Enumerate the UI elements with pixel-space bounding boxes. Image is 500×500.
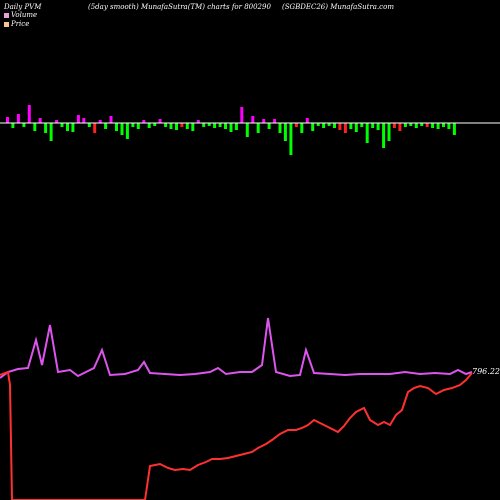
volume-bar (131, 123, 135, 127)
volume-bar (136, 123, 140, 129)
volume-bar (207, 123, 211, 126)
volume-bar (33, 123, 37, 131)
volume-bar (300, 123, 304, 133)
legend-price-swatch (4, 21, 9, 27)
header-center: (5day smooth) MunafaSutra(TM) charts for… (88, 3, 271, 11)
volume-bar (414, 123, 418, 128)
volume-bar (185, 123, 189, 129)
volume-bars (6, 105, 456, 155)
volume-bar (71, 123, 75, 132)
volume-bar (87, 123, 91, 127)
volume-bar (452, 123, 456, 135)
volume-bar (251, 116, 255, 123)
volume-bar (158, 119, 162, 123)
volume-bar (142, 120, 146, 123)
volume-bar (76, 115, 80, 123)
volume-bar (11, 123, 15, 128)
volume-bar (371, 123, 375, 128)
volume-bar (6, 117, 9, 123)
volume-bar (180, 123, 184, 127)
volume-bar (322, 123, 326, 128)
volume-bar (27, 105, 31, 123)
volume-bar (447, 123, 451, 129)
volume-bar (153, 123, 157, 126)
volume-bar (120, 123, 124, 135)
volume-bar (191, 123, 195, 131)
volume-bar (224, 123, 227, 129)
volume-bar (93, 123, 97, 133)
volume-bar (333, 123, 336, 128)
volume-bar (273, 119, 277, 123)
volume-bar (305, 118, 309, 123)
volume-bar (343, 123, 347, 133)
volume-bar (164, 123, 168, 127)
volume-bar (392, 123, 396, 128)
volume-bar (196, 120, 200, 123)
volume-bar (82, 118, 86, 123)
legend-price-label: Price (11, 20, 30, 28)
volume-bar (425, 123, 429, 127)
price-line (0, 370, 473, 500)
volume-bar (442, 123, 445, 127)
volume-bar (147, 123, 151, 128)
volume-bar (436, 123, 440, 129)
volume-bar (338, 123, 342, 130)
legend-price: Price (4, 20, 29, 28)
volume-bar (245, 123, 249, 137)
volume-bar (44, 123, 48, 133)
volume-bar (125, 123, 129, 139)
volume-bar (382, 123, 386, 148)
volume-bar (66, 123, 69, 131)
volume-bar (387, 123, 391, 141)
volume-bar (283, 123, 287, 141)
volume-bar (409, 123, 413, 126)
volume-bar (360, 123, 364, 127)
volume-bar (403, 123, 407, 127)
volume-bar (256, 123, 260, 133)
volume-bar (213, 123, 217, 128)
volume-bar (420, 123, 424, 126)
volume-bar (278, 123, 282, 133)
volume-bar (327, 123, 331, 126)
volume-bar (55, 120, 59, 123)
volume-bar (365, 123, 369, 143)
volume-bar (38, 118, 42, 123)
volume-bar (234, 123, 238, 130)
volume-bar (354, 123, 358, 132)
volume-bar (294, 123, 298, 127)
volume-line (0, 317, 473, 379)
volume-bar (175, 123, 178, 130)
volume-bar (22, 123, 26, 127)
volume-bar (267, 123, 271, 129)
volume-bar (311, 123, 315, 131)
legend-volume-swatch (4, 12, 9, 18)
volume-bar (98, 120, 102, 123)
legend-volume: Volume (4, 11, 37, 19)
volume-bar (202, 123, 206, 127)
volume-bar (109, 116, 113, 123)
volume-bar (431, 123, 435, 128)
volume-bar (104, 123, 108, 129)
volume-bar (398, 123, 402, 131)
header-left: Daily PVM (4, 3, 42, 11)
volume-bar (218, 123, 222, 127)
volume-bar (316, 123, 320, 126)
volume-bar (289, 123, 293, 155)
header-right: (SGBDEC26) MunafaSutra.com (282, 3, 394, 11)
volume-bar (262, 119, 266, 123)
last-price-label: 796.22 (472, 367, 500, 376)
volume-bar (240, 107, 244, 123)
volume-bar (49, 123, 53, 141)
volume-bar (349, 123, 353, 129)
volume-bar (169, 123, 173, 129)
volume-bar (115, 123, 118, 131)
legend-volume-label: Volume (11, 11, 38, 19)
volume-bar (229, 123, 233, 132)
volume-bar (376, 123, 380, 130)
volume-bar (16, 114, 20, 123)
volume-bar (60, 123, 64, 127)
